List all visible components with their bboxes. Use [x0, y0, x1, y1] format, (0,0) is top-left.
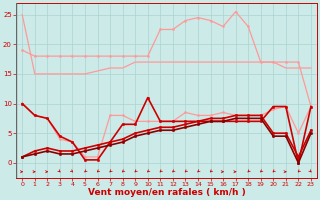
X-axis label: Vent moyen/en rafales ( km/h ): Vent moyen/en rafales ( km/h ) [88, 188, 245, 197]
